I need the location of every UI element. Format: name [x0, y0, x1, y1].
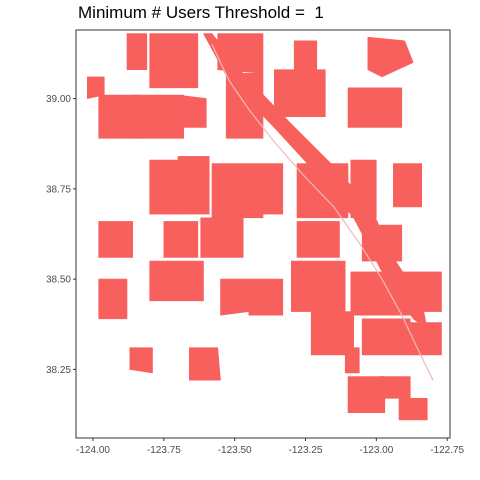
y-tick-label: 38.50 [46, 275, 71, 286]
y-tick-label: 38.25 [46, 365, 71, 376]
x-tick-label: -123.25 [289, 445, 323, 456]
river-layer [211, 44, 434, 381]
region-polygon [296, 221, 340, 258]
chart-title: Minimum # Users Threshold = 1 [78, 3, 324, 22]
x-axis: -124.00 -123.75 -123.50 -123.25 -123.00 -122.… [76, 438, 465, 456]
x-tick-label: -123.75 [147, 445, 181, 456]
region-polygon [126, 33, 148, 70]
region-polygon [378, 376, 411, 399]
region-polygon [248, 278, 284, 316]
region-polygon [203, 33, 428, 331]
region-polygon [273, 69, 326, 117]
x-tick-label: -123.00 [359, 445, 393, 456]
region-polygon [189, 347, 221, 381]
region-polygon [392, 163, 423, 208]
region-polygon [149, 260, 204, 302]
river-line [211, 44, 434, 381]
y-tick-label: 38.75 [46, 184, 71, 195]
region-polygon [177, 156, 210, 215]
y-axis: 39.00 38.75 38.50 38.25 [46, 94, 76, 376]
region-polygon [293, 40, 318, 70]
region-polygon [262, 163, 284, 215]
panel-border [75, 29, 451, 439]
region-polygon [98, 278, 128, 320]
x-tick-label: -123.50 [218, 445, 252, 456]
region-polygon [220, 278, 250, 316]
region-polygon [290, 260, 346, 312]
region-polygon [367, 36, 414, 78]
x-tick-label: -122.75 [430, 445, 464, 456]
region-polygon [409, 322, 442, 356]
region-polygon [347, 376, 386, 414]
region-polygon [361, 318, 411, 356]
region-polygon [163, 221, 199, 258]
y-tick-label: 39.00 [46, 94, 71, 105]
regions-layer [87, 33, 442, 421]
region-polygon [347, 87, 403, 128]
region-polygon [149, 33, 199, 89]
region-polygon [129, 347, 153, 374]
region-polygon [344, 347, 360, 374]
x-tick-label: -124.00 [76, 445, 110, 456]
region-polygon [149, 159, 179, 215]
region-polygon [132, 94, 184, 139]
region-polygon [211, 163, 264, 219]
region-polygon [98, 221, 133, 258]
region-polygon [177, 94, 207, 128]
region-polygon [398, 397, 428, 421]
region-polygon [200, 217, 244, 258]
